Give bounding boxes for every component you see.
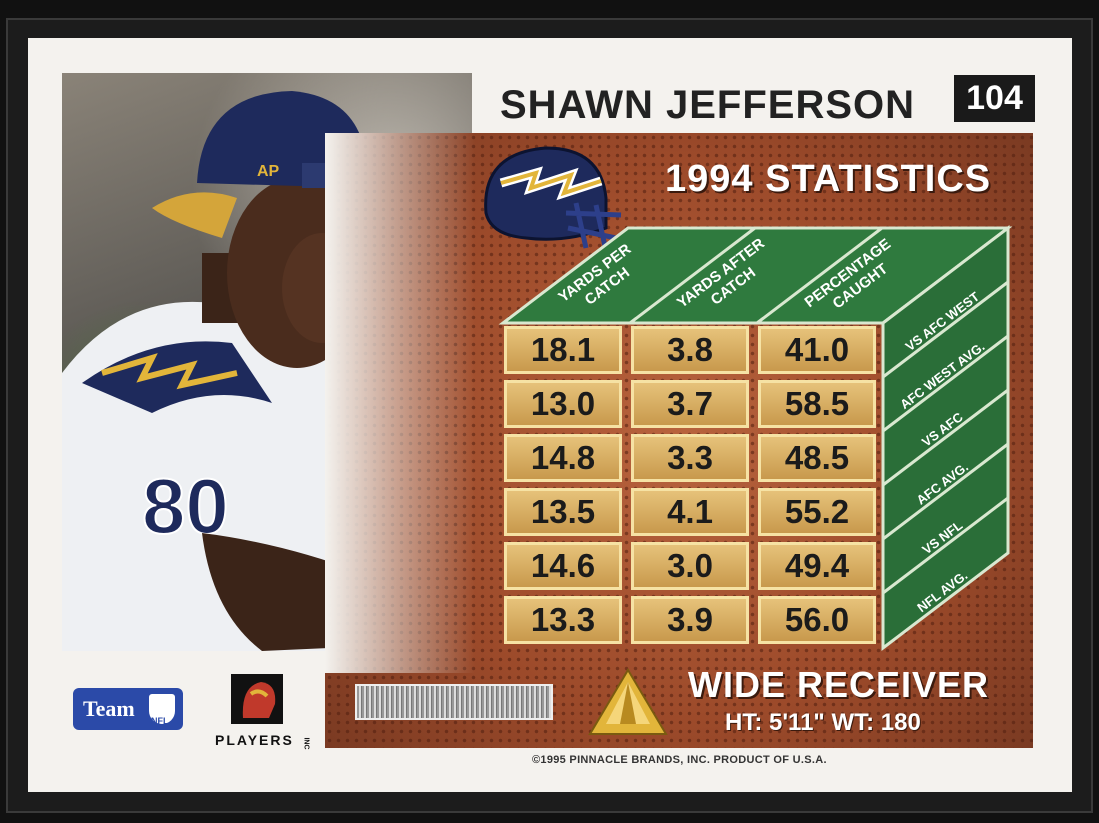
players-inc-suffix: INC: [302, 737, 310, 750]
stat-cell: 55.2: [758, 488, 876, 536]
stat-cell: 14.6: [504, 542, 622, 590]
stat-cell: 3.8: [631, 326, 749, 374]
stat-cell: 48.5: [758, 434, 876, 482]
copyright-text: ©1995 PINNACLE BRANDS, INC. PRODUCT OF U…: [532, 754, 827, 766]
stat-cell: 14.8: [504, 434, 622, 482]
player-name: SHAWN JEFFERSON: [500, 83, 916, 127]
player-position: WIDE RECEIVER: [688, 664, 990, 705]
cap-logo: AP: [257, 163, 280, 180]
stat-cell: 18.1: [504, 326, 622, 374]
chargers-helmet-icon: [484, 146, 622, 252]
stat-cell: 3.0: [631, 542, 749, 590]
stat-cell: 3.7: [631, 380, 749, 428]
players-inc-logo-icon: [231, 674, 283, 724]
stat-cell: 4.1: [631, 488, 749, 536]
stat-cell: 56.0: [758, 596, 876, 644]
players-inc-text: PLAYERS INC: [215, 732, 312, 750]
stat-cell: 3.9: [631, 596, 749, 644]
stat-cell: 41.0: [758, 326, 876, 374]
stat-cell: 3.3: [631, 434, 749, 482]
hologram-strip: [355, 684, 553, 720]
nfl-shield-icon: NFL: [149, 694, 175, 726]
stats-title: 1994 STATISTICS: [665, 158, 992, 200]
nfl-shield-text: NFL: [151, 716, 169, 726]
players-inc-label: PLAYERS: [215, 732, 294, 748]
team-nfl-text: Team: [83, 696, 135, 721]
stat-cell: 49.4: [758, 542, 876, 590]
pinnacle-logo-icon: [588, 668, 668, 735]
card-number: 104: [954, 75, 1035, 122]
stat-cell: 13.3: [504, 596, 622, 644]
stat-cell: 13.0: [504, 380, 622, 428]
height-weight: HT: 5'11" WT: 180: [725, 709, 921, 736]
texture-fade: [325, 133, 475, 673]
stat-cell: 13.5: [504, 488, 622, 536]
team-nfl-logo: Team NFL: [73, 688, 183, 730]
stat-cell: 58.5: [758, 380, 876, 428]
